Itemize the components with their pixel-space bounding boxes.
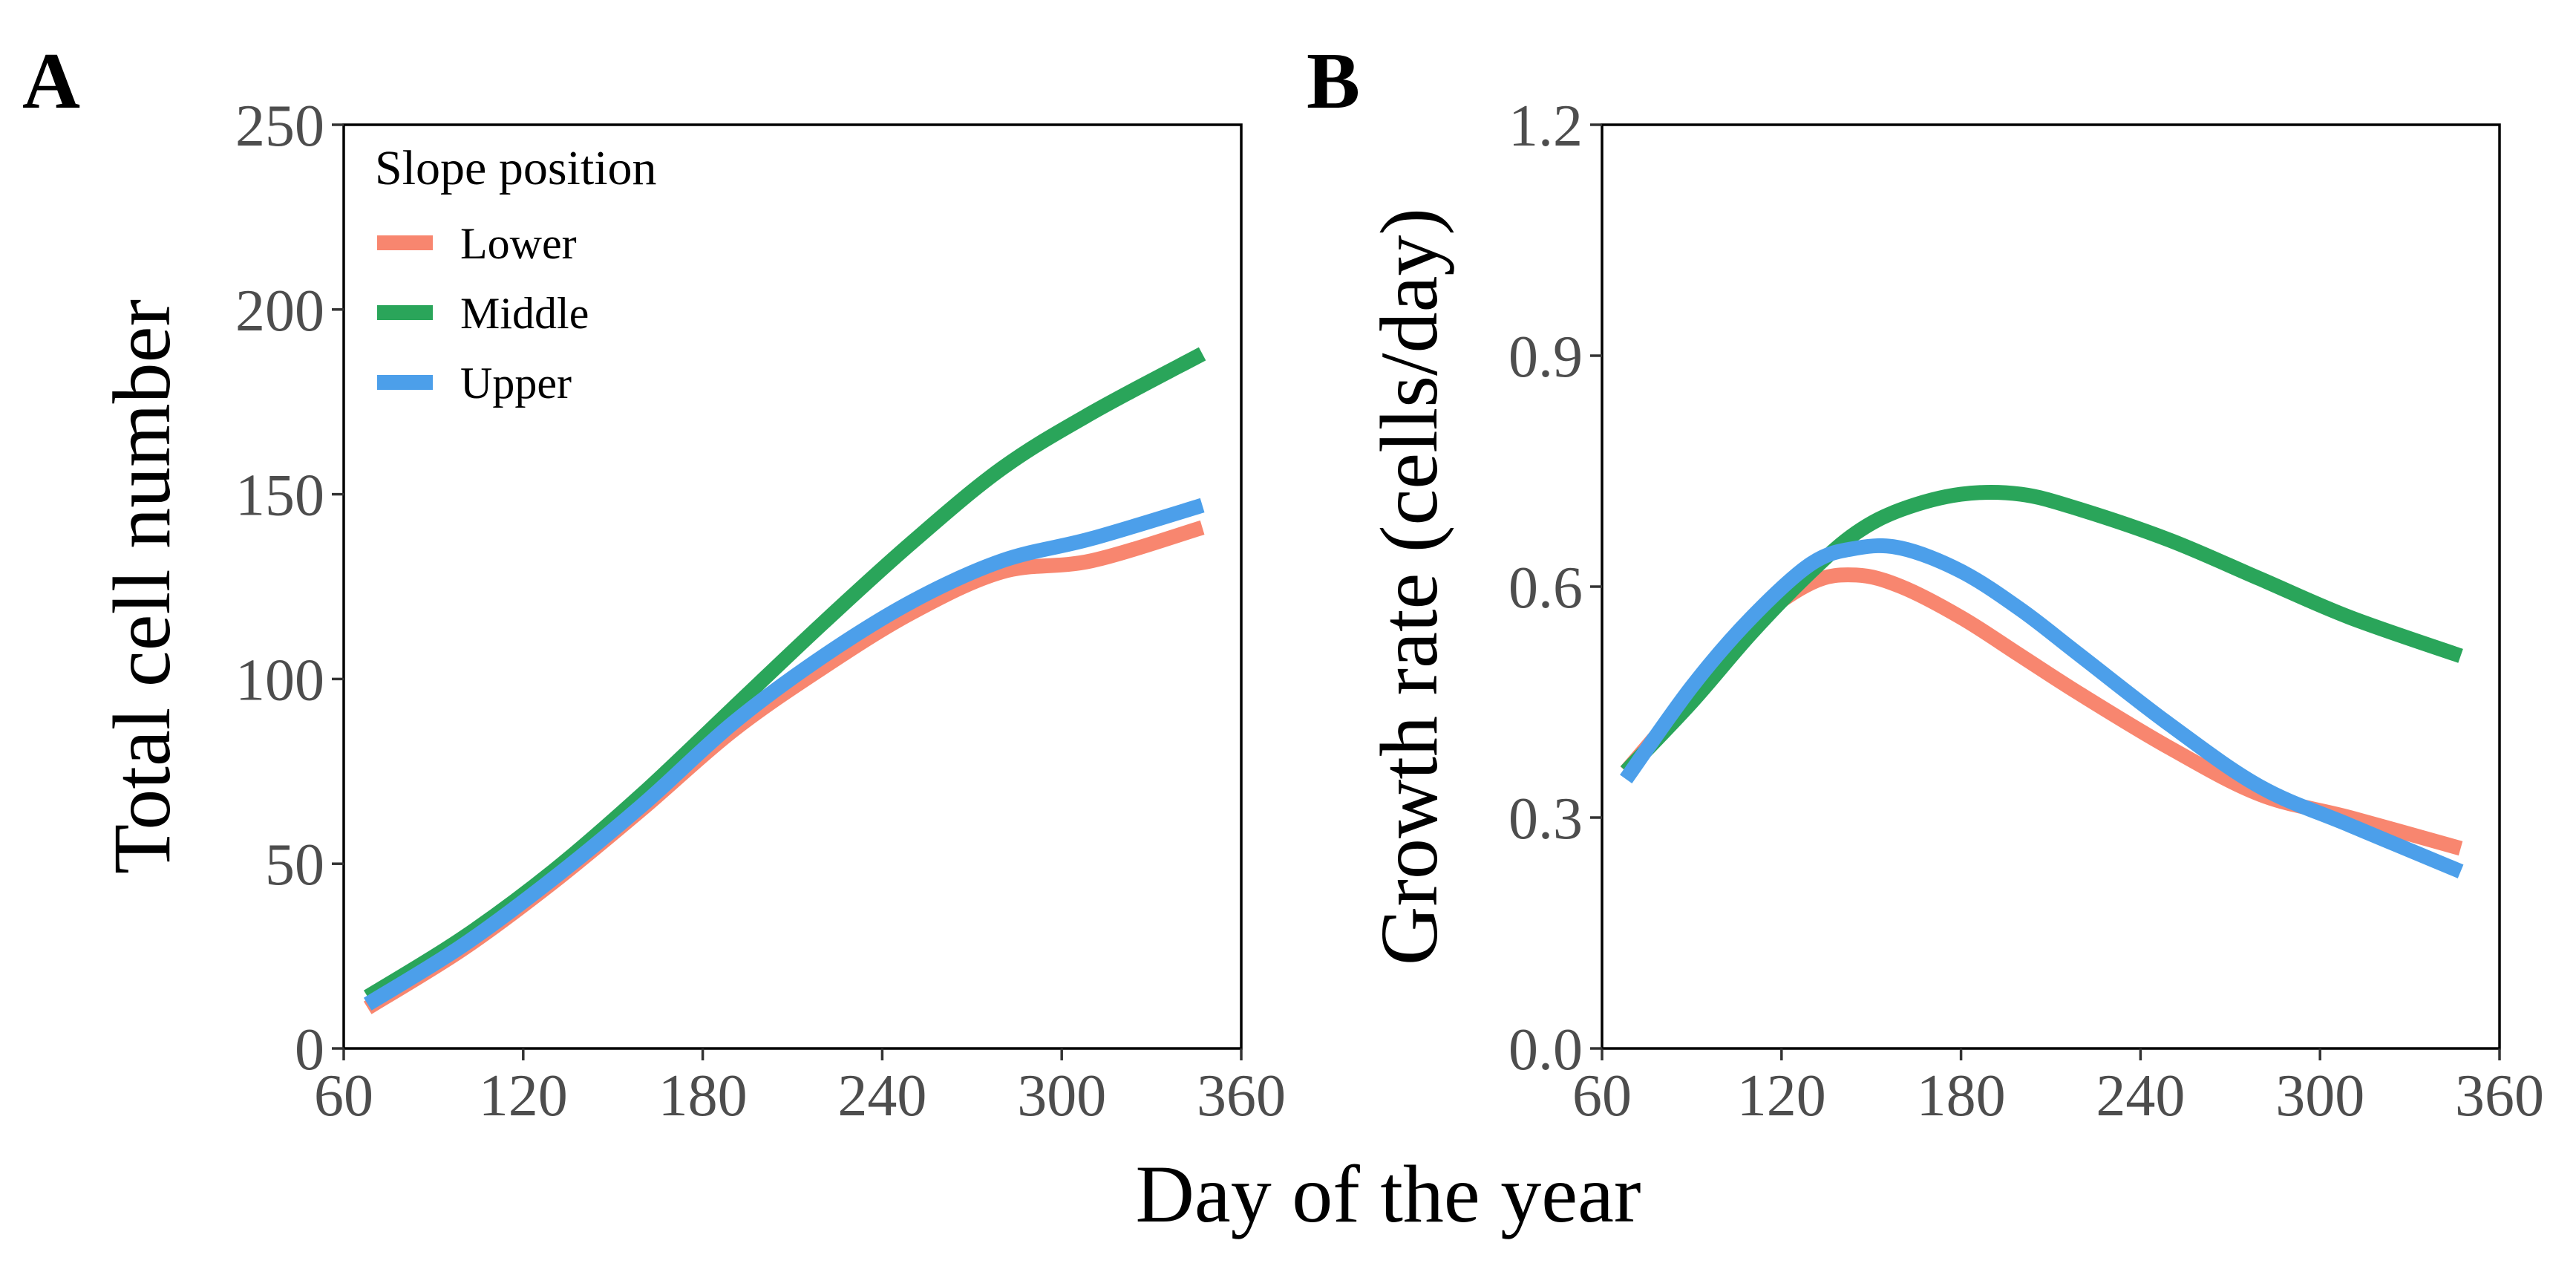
- legend-item-lower: Lower: [377, 219, 577, 268]
- panel-b-series-upper-line: [1620, 538, 2464, 878]
- panel-a-x-tick-label: 300: [1017, 1063, 1106, 1129]
- panel-a-x-tick-label: 60: [314, 1063, 373, 1129]
- panel-b-x-tick-label: 240: [2096, 1063, 2185, 1129]
- panel-a-y-tick-label: 250: [235, 94, 324, 159]
- panel-a-plot-frame: [342, 123, 1243, 1050]
- legend-title: Slope position: [375, 141, 657, 195]
- legend-item-middle: Middle: [377, 289, 589, 338]
- panel-b-x-tick-label: 60: [1572, 1063, 1632, 1129]
- panel-b-x-tick-label: 180: [1917, 1063, 2006, 1129]
- panel-a-letter: A: [22, 37, 80, 125]
- panel-a-x-tick-label: 180: [658, 1063, 748, 1129]
- panel-b-letter: B: [1307, 37, 1360, 125]
- panel-b-y-tick-label: 0.6: [1508, 555, 1583, 621]
- panel-a-y-axis-title: Total cell number: [97, 299, 187, 874]
- panel-b-y-tick-label: 1.2: [1508, 94, 1583, 159]
- panel-b-y-tick-label: 0.3: [1508, 786, 1583, 852]
- panel-a-x-tick-label: 120: [479, 1063, 568, 1129]
- panel-b-y-tick-label: 0.0: [1508, 1017, 1583, 1083]
- panel-a-y-tick-label: 0: [295, 1017, 324, 1083]
- panel-b-y-axis-title: Growth rate (cells/day): [1364, 208, 1454, 965]
- panel-a-y-tick-label: 200: [235, 278, 324, 344]
- panel-b-x-tick-label: 300: [2275, 1063, 2364, 1129]
- panel-b-series-middle-line: [1620, 484, 2463, 777]
- panel-b-plot-frame: [1601, 123, 2501, 1050]
- legend-item-upper: Upper: [377, 359, 572, 408]
- panel-a-series-lower-line: [363, 520, 1205, 1014]
- panel-b-y-tick-label: 0.9: [1508, 324, 1583, 390]
- panel-b-x-tick-label: 360: [2455, 1063, 2544, 1129]
- panel-a-x-tick-label: 240: [837, 1063, 926, 1129]
- legend: Slope position Lower Middle Upper: [375, 141, 657, 408]
- panel-a-series-upper-line: [363, 498, 1205, 1011]
- legend-label-middle: Middle: [460, 289, 589, 338]
- panel-a-y-tick-label: 50: [265, 832, 324, 898]
- panel-b: B 0.0 0.3 0.6 0.9 1.2 60 120 180 240 300 360 Growth …: [1307, 37, 2544, 1129]
- legend-label-lower: Lower: [460, 219, 577, 268]
- panel-a-y-tick-label: 100: [235, 648, 324, 713]
- shared-x-axis-title: Day of the year: [1135, 1149, 1641, 1239]
- panel-a-x-tick-label: 360: [1197, 1063, 1286, 1129]
- panel-a: A 0 50 100 150 200 250 60 120 180 240 300 360 Total c…: [22, 37, 1286, 1129]
- panel-a-y-tick-label: 150: [235, 463, 324, 529]
- legend-label-upper: Upper: [460, 359, 572, 408]
- panel-b-x-tick-label: 120: [1737, 1063, 1826, 1129]
